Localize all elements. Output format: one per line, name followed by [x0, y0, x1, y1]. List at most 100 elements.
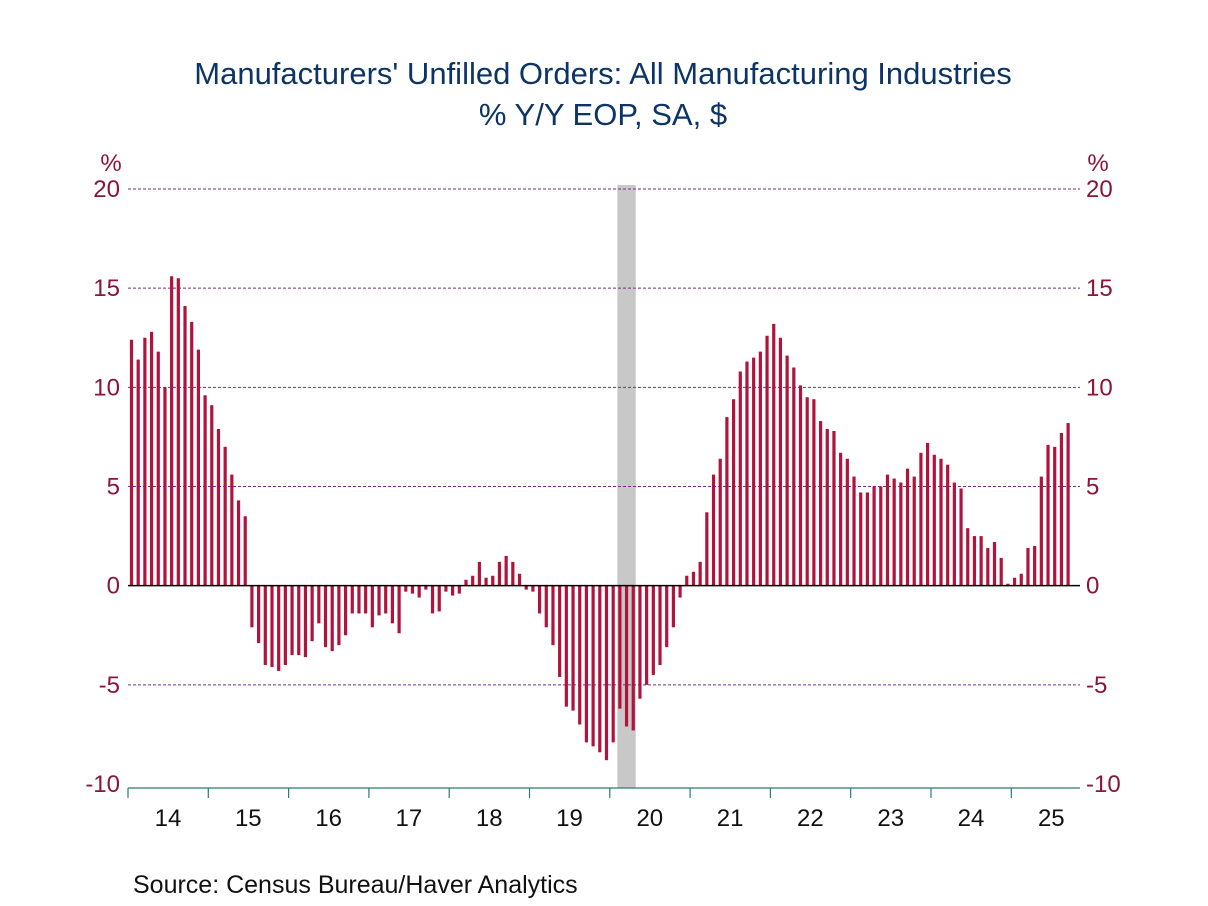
bar — [604, 585, 609, 761]
bar — [537, 585, 542, 614]
bar — [932, 454, 936, 586]
bar — [939, 458, 943, 586]
bar — [591, 585, 595, 747]
bar — [477, 561, 481, 586]
bar — [384, 585, 388, 614]
bar — [718, 458, 722, 586]
bar — [792, 367, 796, 586]
bar — [852, 476, 856, 586]
bar — [471, 575, 475, 586]
bar — [1012, 577, 1017, 586]
bar — [665, 585, 669, 648]
bar — [1046, 444, 1050, 586]
bar — [417, 585, 421, 598]
bar — [504, 555, 508, 586]
bar — [143, 337, 147, 586]
bar — [1059, 432, 1064, 586]
x-tick-label: 15 — [235, 805, 262, 832]
bar — [364, 585, 368, 614]
axes — [127, 584, 1080, 798]
bar — [511, 561, 515, 586]
bar — [678, 585, 682, 598]
y-tick-label-right: 20 — [1086, 176, 1113, 203]
x-tick-label: 20 — [636, 805, 663, 832]
bar — [297, 585, 301, 656]
bar — [190, 321, 194, 586]
bar — [765, 335, 769, 586]
bar — [725, 417, 729, 586]
bar — [959, 488, 963, 586]
bar — [738, 371, 742, 586]
bar — [584, 585, 589, 743]
bar — [919, 452, 923, 586]
bar — [598, 585, 602, 753]
bar — [758, 351, 762, 586]
y-tick-label-left: 10 — [93, 374, 120, 401]
bar — [156, 351, 160, 586]
bar — [484, 577, 488, 586]
bar — [437, 585, 441, 612]
bar — [812, 399, 816, 586]
bar — [872, 486, 876, 586]
bar — [410, 585, 415, 594]
bar — [618, 585, 622, 709]
bar — [149, 331, 154, 586]
bar — [210, 405, 214, 586]
bar — [1033, 546, 1037, 586]
bar — [785, 355, 789, 586]
bar — [832, 430, 836, 586]
bar — [705, 512, 709, 586]
bar — [645, 585, 649, 685]
bar — [310, 585, 314, 642]
bar — [1019, 573, 1023, 586]
bar — [558, 585, 562, 677]
bar — [323, 585, 328, 648]
bar — [571, 585, 575, 711]
bar — [564, 585, 568, 707]
right-y-axis-unit: % — [1087, 150, 1108, 177]
bar — [223, 446, 227, 586]
y-tick-label-right: -10 — [1086, 771, 1121, 798]
bar — [551, 585, 555, 646]
bar — [979, 536, 983, 586]
bar — [129, 339, 134, 586]
bar — [885, 474, 890, 586]
bar — [136, 359, 140, 586]
bar — [946, 464, 950, 586]
bar — [986, 547, 990, 586]
bar — [444, 585, 448, 592]
bar — [544, 585, 548, 628]
bar — [491, 575, 495, 586]
bar — [457, 585, 461, 594]
chart-subtitle: % Y/Y EOP, SA, $ — [479, 97, 727, 132]
bar — [1066, 423, 1070, 586]
y-tick-label-left: 5 — [107, 474, 120, 501]
recession-band — [617, 185, 636, 788]
bar — [263, 585, 267, 665]
bar — [732, 399, 736, 586]
bar — [892, 478, 896, 586]
bar — [370, 585, 374, 628]
x-tick-label: 23 — [877, 805, 904, 832]
bar — [972, 536, 977, 586]
bar — [905, 468, 910, 586]
bar — [671, 585, 675, 628]
bar — [357, 585, 361, 614]
bar — [257, 585, 261, 644]
bar — [243, 516, 247, 586]
bar — [825, 428, 829, 586]
bar — [531, 585, 535, 592]
bar — [578, 585, 582, 725]
bar — [1026, 547, 1030, 586]
bar — [1006, 583, 1010, 586]
x-tick-label: 16 — [315, 805, 342, 832]
bar — [798, 385, 803, 586]
bar — [999, 557, 1003, 586]
bar — [899, 482, 903, 586]
bar — [451, 585, 455, 596]
chart-title: Manufacturers' Unfilled Orders: All Manu… — [194, 56, 1011, 91]
bar — [390, 585, 395, 624]
gridlines — [128, 188, 1080, 686]
bar — [236, 500, 241, 586]
